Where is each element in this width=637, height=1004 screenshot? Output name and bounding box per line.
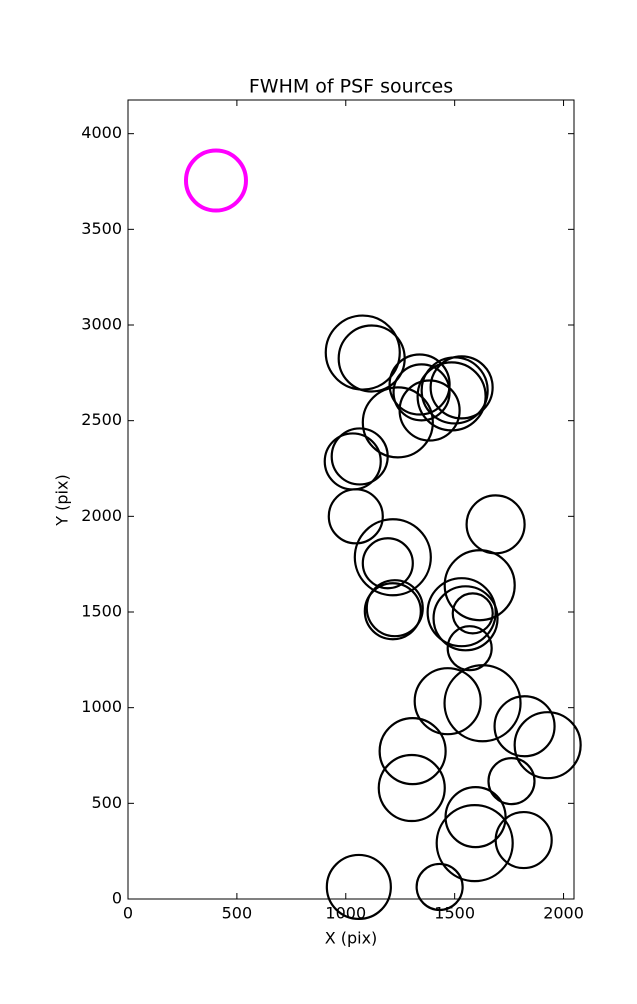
source-circle: [429, 355, 494, 420]
source-circle: [392, 363, 451, 422]
y-tick-label: 2500: [81, 410, 122, 429]
source-circle: [361, 537, 414, 590]
source-circle: [426, 577, 497, 648]
source-circle: [378, 717, 447, 786]
source-circle: [451, 592, 494, 635]
source-circle: [432, 585, 499, 652]
source-circle: [388, 353, 451, 416]
x-tick-label: 0: [123, 904, 133, 923]
y-tick-label: 1000: [81, 697, 122, 716]
y-tick-label: 1500: [81, 602, 122, 621]
y-tick-label: 3000: [81, 315, 122, 334]
source-circle: [361, 386, 434, 459]
axes-frame: [127, 99, 575, 900]
y-tick-label: 3500: [81, 219, 122, 238]
x-tick-label: 2000: [543, 904, 584, 923]
y-tick-label: 500: [91, 793, 122, 812]
x-tick-label: 500: [222, 904, 253, 923]
source-circle: [435, 804, 514, 883]
source-circle: [416, 361, 487, 432]
source-circle: [377, 753, 446, 823]
x-tick-label: 1000: [325, 904, 366, 923]
y-tick-label: 2000: [81, 506, 122, 525]
plot-area: [183, 148, 582, 921]
source-circle: [493, 695, 556, 758]
source-circle: [487, 757, 536, 806]
source-circle: [494, 810, 553, 870]
source-circle: [415, 862, 464, 912]
source-circle: [513, 711, 582, 780]
source-circle: [413, 667, 482, 736]
x-tick-label: 1500: [434, 904, 475, 923]
y-axis-label: Y (pix): [53, 474, 72, 526]
source-circle: [183, 148, 248, 213]
source-circle: [325, 853, 392, 921]
source-circle: [446, 625, 493, 672]
y-tick-label: 4000: [81, 123, 122, 142]
source-circle: [330, 427, 389, 486]
source-circle: [443, 549, 516, 622]
chart-title: FWHM of PSF sources: [249, 76, 453, 98]
source-circle: [443, 664, 522, 743]
source-circle: [365, 579, 424, 638]
source-circle: [353, 518, 432, 597]
y-tick-label: 0: [112, 889, 122, 908]
source-circle: [327, 488, 384, 545]
x-axis-label: X (pix): [325, 929, 378, 948]
source-circle: [398, 379, 461, 442]
source-circle: [363, 582, 422, 641]
